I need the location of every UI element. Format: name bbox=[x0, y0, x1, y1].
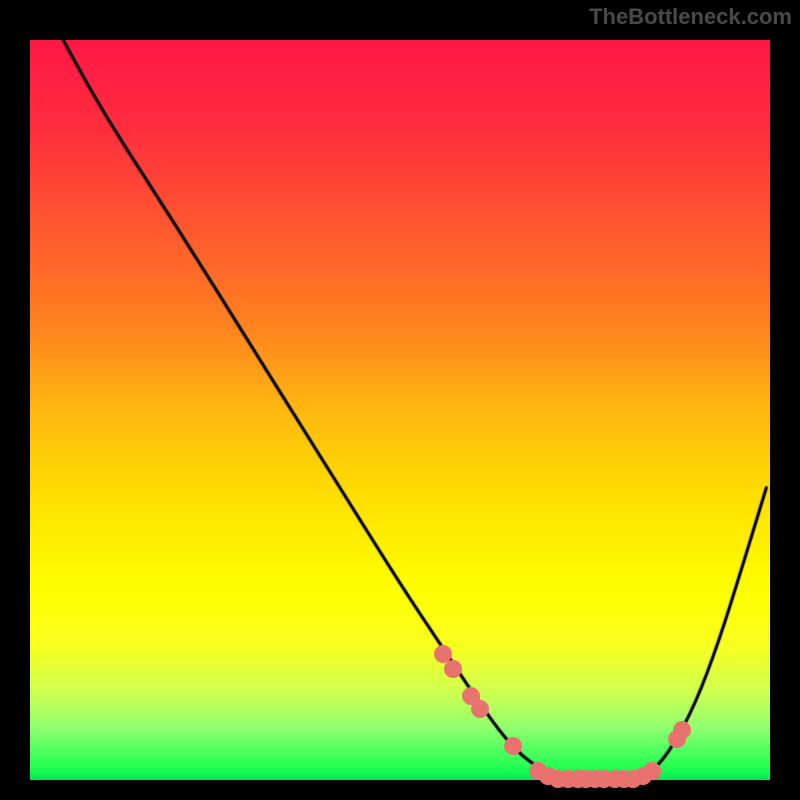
chart-curve bbox=[30, 40, 770, 780]
data-point bbox=[643, 762, 661, 780]
bottleneck-chart bbox=[30, 40, 770, 780]
data-point bbox=[673, 721, 691, 739]
data-point bbox=[444, 660, 462, 678]
data-point bbox=[504, 737, 522, 755]
data-point bbox=[471, 700, 489, 718]
watermark-text: TheBottleneck.com bbox=[589, 4, 792, 30]
